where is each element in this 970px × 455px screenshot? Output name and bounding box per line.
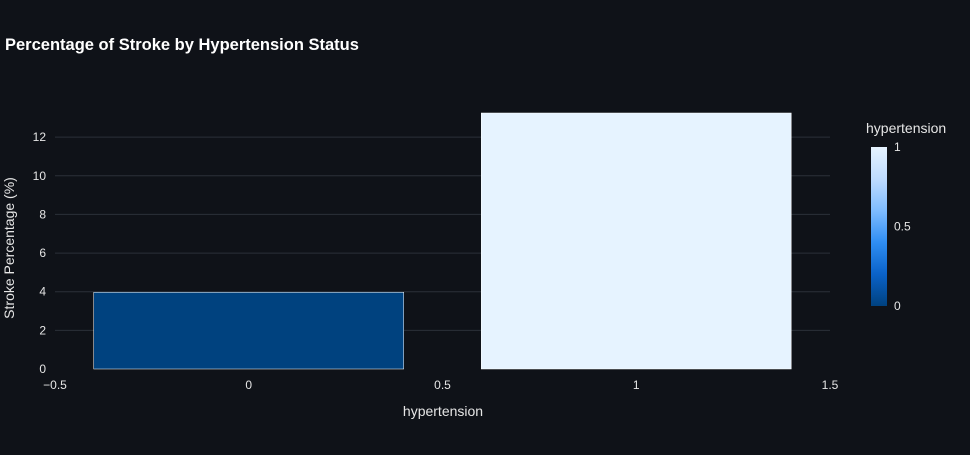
x-tick-label: 0.5 (434, 378, 451, 392)
colorbar-legend: hypertension 00.51 (866, 120, 946, 313)
y-tick-label: 2 (39, 323, 46, 337)
y-tick-label: 8 (39, 207, 46, 221)
y-axis-ticks: 0 2 4 6 8 10 12 (33, 130, 47, 376)
bar-series[interactable] (93, 112, 792, 370)
x-tick-label: 1.5 (822, 378, 839, 392)
colorbar-tick-label: 1 (894, 140, 901, 154)
y-tick-label: 6 (39, 246, 46, 260)
y-tick-label: 12 (33, 130, 47, 144)
x-tick-label: 0 (245, 378, 252, 392)
chart-title: Percentage of Stroke by Hypertension Sta… (5, 36, 359, 54)
y-axis-label: Stroke Percentage (%) (1, 177, 17, 319)
x-tick-label: −0.5 (43, 378, 67, 392)
colorbar-tick-label: 0 (894, 299, 901, 313)
x-axis-ticks: −0.5 0 0.5 1 1.5 (43, 378, 839, 392)
y-tick-label: 10 (33, 169, 47, 183)
colorbar-tick-label: 0.5 (894, 220, 911, 234)
colorbar-title: hypertension (866, 120, 946, 136)
y-tick-label: 0 (39, 362, 46, 376)
bar-hypertension-0[interactable] (93, 292, 404, 370)
colorbar-gradient (871, 147, 887, 306)
y-tick-label: 4 (39, 285, 46, 299)
x-axis-label: hypertension (403, 403, 483, 419)
bar-hypertension-1[interactable] (481, 112, 792, 370)
x-tick-label: 1 (633, 378, 640, 392)
colorbar-ticks: 00.51 (894, 140, 911, 313)
